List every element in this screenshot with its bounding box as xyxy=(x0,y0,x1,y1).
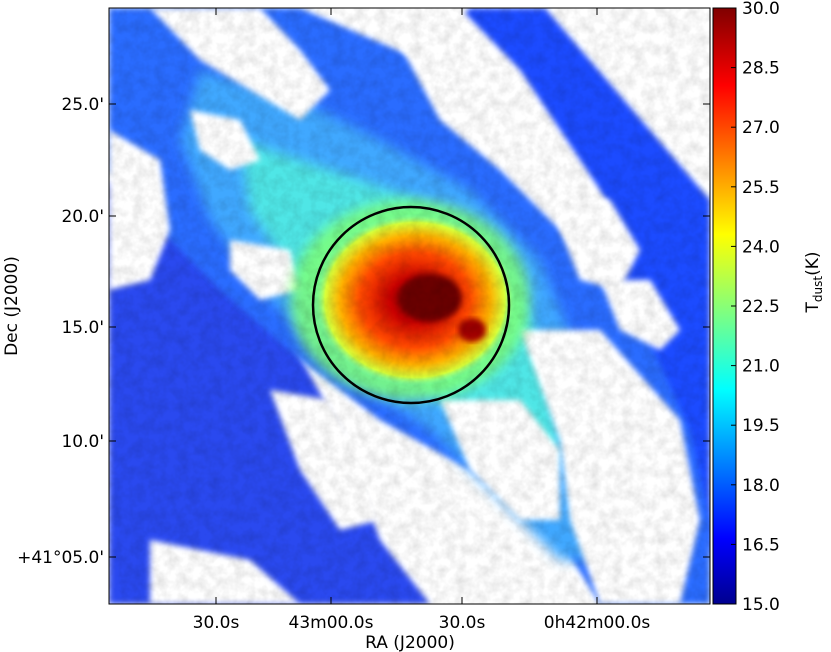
colorbar-label-sub: dust xyxy=(811,276,825,302)
y-tick-label: +41°05.0' xyxy=(17,548,104,568)
colorbar-tick-label: 27.0 xyxy=(742,118,780,138)
aperture-circle xyxy=(311,205,511,405)
x-tick-label: 30.0s xyxy=(193,613,240,633)
colorbar-tick-label: 15.0 xyxy=(742,595,780,615)
temperature-map xyxy=(109,8,710,604)
y-tick-label: 20.0' xyxy=(61,207,104,227)
plot-frame xyxy=(108,7,711,605)
x-tick-label: 30.0s xyxy=(439,613,486,633)
colorbar-tick-label: 21.0 xyxy=(742,357,780,377)
colorbar-tick-label: 30.0 xyxy=(742,0,780,19)
colorbar-tick-label: 19.5 xyxy=(742,416,780,436)
colorbar-label-unit: (K) xyxy=(803,252,823,276)
y-axis-label: Dec (J2000) xyxy=(2,256,22,356)
colorbar-tick-label: 22.5 xyxy=(742,297,780,317)
y-tick-label: 25.0' xyxy=(61,95,104,115)
x-axis xyxy=(215,8,598,604)
colorbar-tick-label: 28.5 xyxy=(742,59,780,79)
x-axis-label: RA (J2000) xyxy=(365,633,455,652)
x-tick-label: 43m00.0s xyxy=(289,613,374,633)
y-tick-label: 10.0' xyxy=(61,432,104,452)
colorbar-label: Tdust(K) xyxy=(803,252,825,314)
x-tick-label: 0h42m00.0s xyxy=(544,613,651,633)
colorbar-tick-label: 25.5 xyxy=(742,178,780,198)
colorbar-label-main: T xyxy=(803,302,823,314)
colorbar-tick-label: 16.5 xyxy=(742,535,780,555)
colorbar-tick-label: 24.0 xyxy=(742,237,780,257)
colorbar-tick-label: 18.0 xyxy=(742,476,780,496)
y-axis xyxy=(109,103,710,558)
svg-text:Tdust(K): Tdust(K) xyxy=(803,252,825,314)
y-tick-label: 15.0' xyxy=(61,318,104,338)
colorbar-ticks xyxy=(731,7,736,605)
